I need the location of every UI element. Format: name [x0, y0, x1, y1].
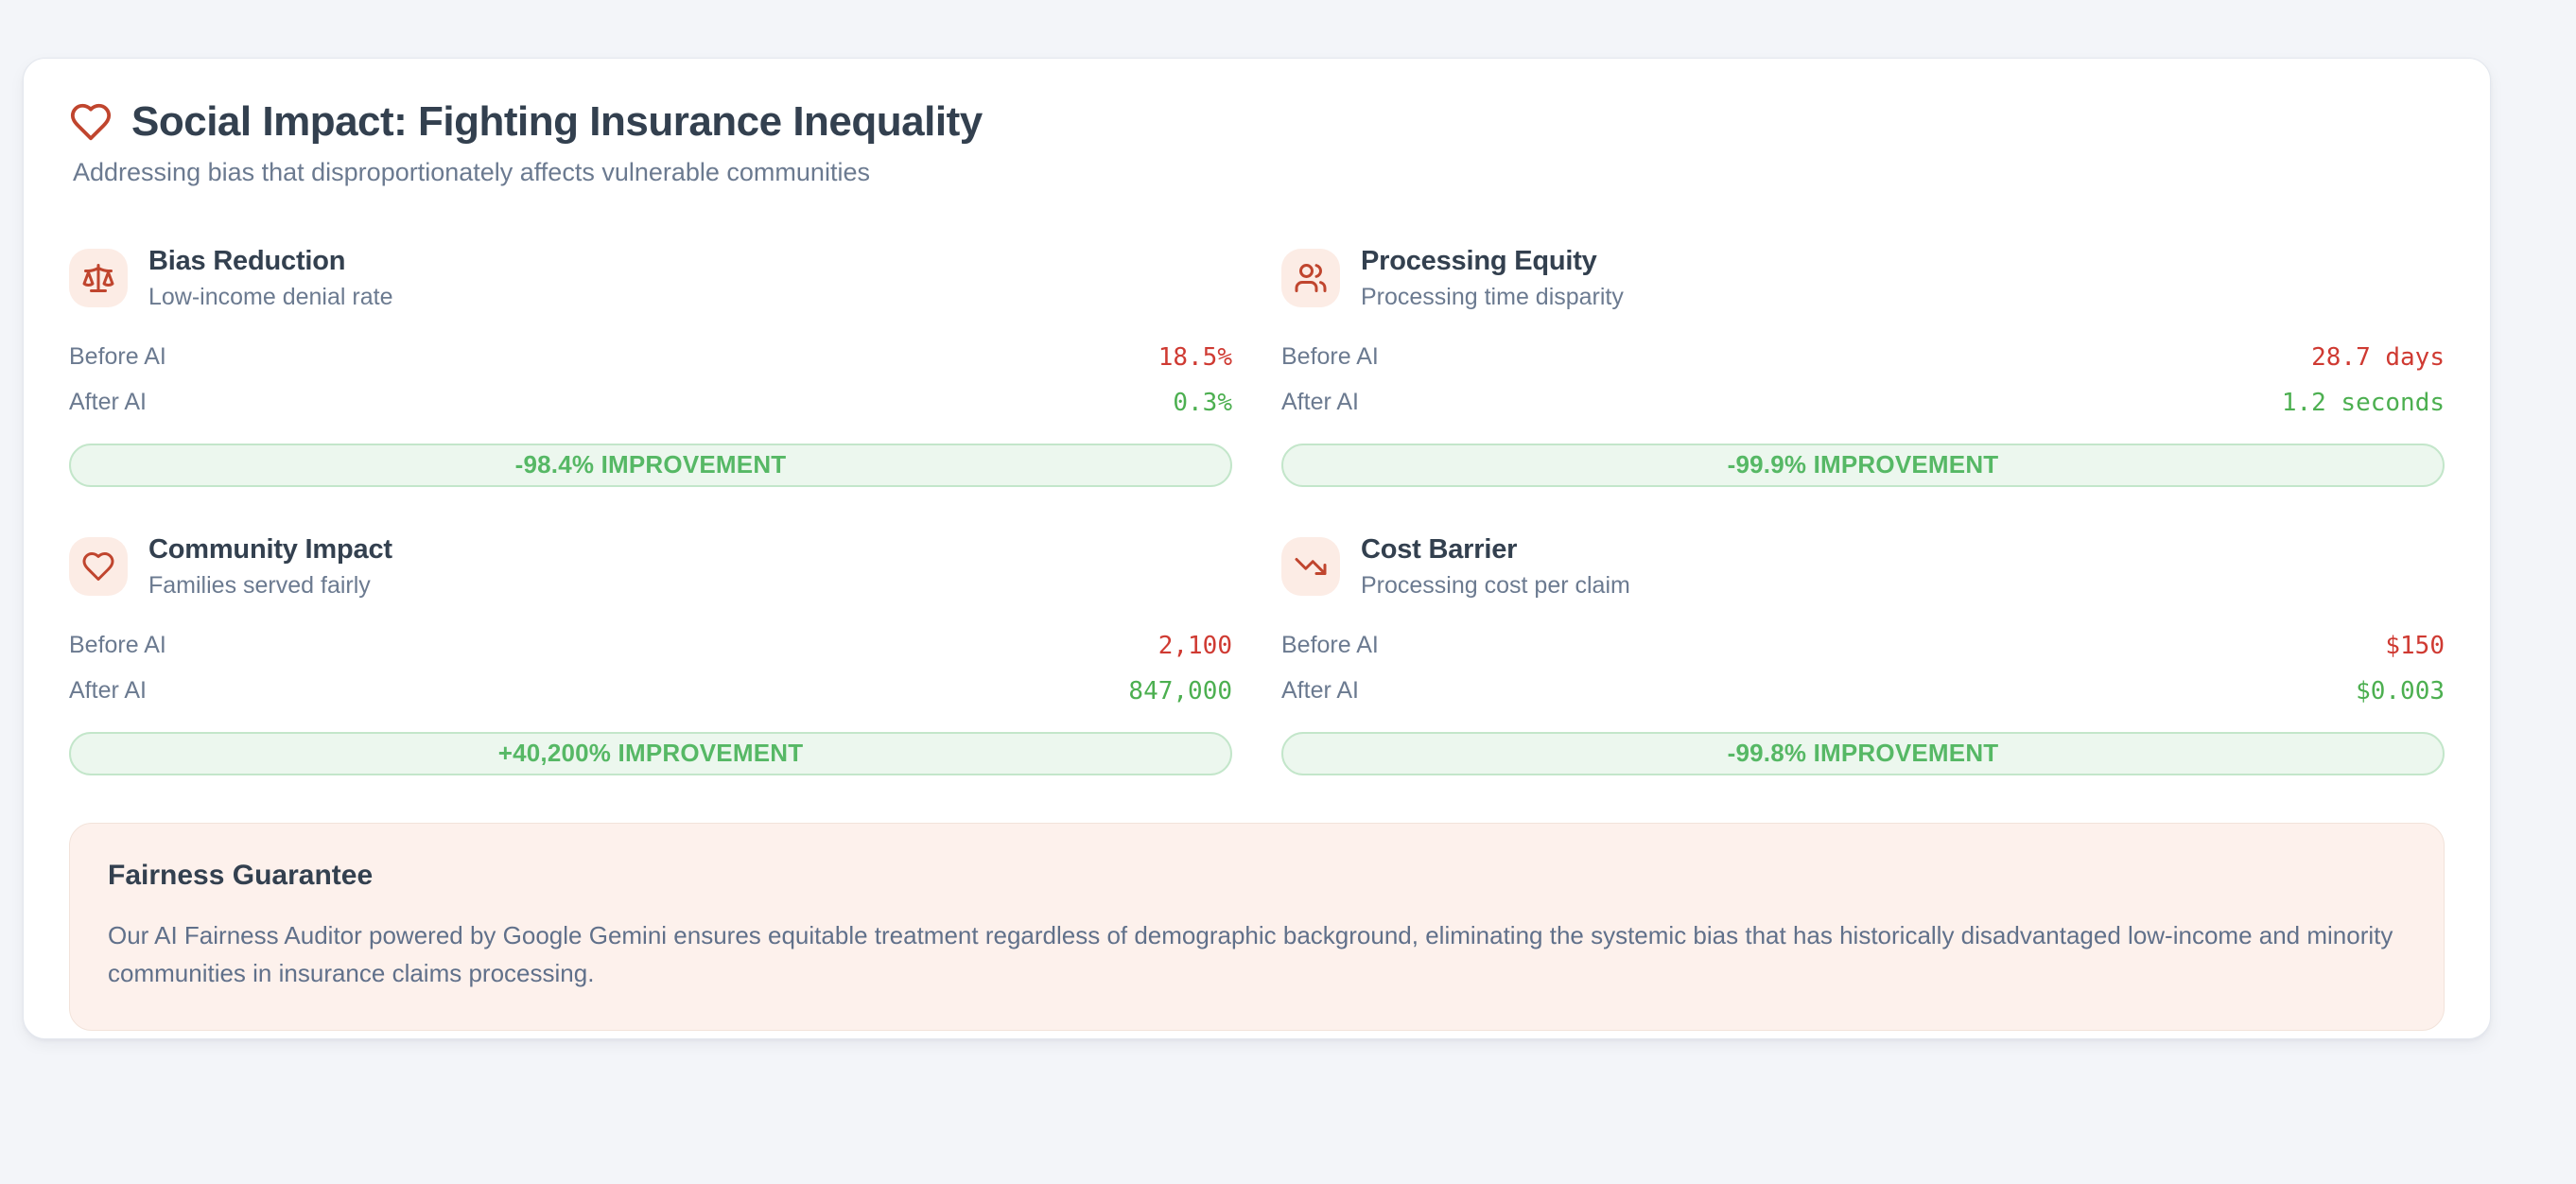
metric-header: Bias Reduction Low-income denial rate	[69, 246, 1232, 311]
metric-header: Processing Equity Processing time dispar…	[1281, 246, 2445, 311]
metric-header: Community Impact Families served fairly	[69, 534, 1232, 600]
metric-subtitle: Low-income denial rate	[148, 283, 393, 310]
after-value: 1.2 seconds	[2281, 388, 2445, 417]
metric-title: Community Impact	[148, 533, 392, 565]
after-row: After AI 847,000	[69, 669, 1232, 714]
before-row: Before AI 2,100	[69, 623, 1232, 669]
after-value: $0.003	[2356, 676, 2445, 705]
after-label: After AI	[1281, 677, 1359, 705]
before-value: 28.7 days	[2311, 342, 2445, 372]
heart-icon	[70, 104, 112, 141]
after-value: 847,000	[1128, 676, 1232, 705]
scale-icon	[69, 249, 128, 308]
metric-subtitle: Families served fairly	[148, 571, 371, 599]
metric-title: Bias Reduction	[148, 245, 346, 276]
metric-title: Processing Equity	[1361, 245, 1597, 276]
before-label: Before AI	[1281, 632, 1379, 659]
users-icon	[1281, 249, 1340, 308]
before-label: Before AI	[69, 632, 166, 659]
improvement-badge: +40,200% IMPROVEMENT	[69, 731, 1232, 775]
after-row: After AI $0.003	[1281, 669, 2445, 714]
before-label: Before AI	[69, 343, 166, 371]
improvement-badge: -99.9% IMPROVEMENT	[1281, 443, 2445, 487]
page-subtitle: Addressing bias that disproportionately …	[73, 157, 870, 186]
heart-icon	[69, 537, 128, 597]
page-title: Social Impact: Fighting Insurance Inequa…	[131, 98, 983, 145]
after-label: After AI	[1281, 389, 1359, 416]
improvement-badge: -99.8% IMPROVEMENT	[1281, 731, 2445, 775]
metrics-grid: Bias Reduction Low-income denial rate Be…	[69, 246, 2445, 775]
after-value: 0.3%	[1173, 388, 1232, 417]
after-label: After AI	[69, 677, 147, 705]
after-row: After AI 0.3%	[69, 380, 1232, 426]
metric-subtitle: Processing time disparity	[1361, 283, 1624, 310]
after-label: After AI	[69, 389, 147, 416]
before-label: Before AI	[1281, 343, 1379, 371]
social-impact-panel: Social Impact: Fighting Insurance Inequa…	[23, 58, 2491, 1039]
before-value: $150	[2385, 631, 2445, 660]
fairness-body: Our AI Fairness Auditor powered by Googl…	[108, 920, 2393, 987]
fairness-guarantee-box: Fairness Guarantee Our AI Fairness Audit…	[69, 822, 2445, 1032]
metric-card-community-impact: Community Impact Families served fairly …	[69, 534, 1232, 775]
metric-card-bias-reduction: Bias Reduction Low-income denial rate Be…	[69, 246, 1232, 487]
metric-subtitle: Processing cost per claim	[1361, 571, 1630, 599]
trending-down-icon	[1281, 537, 1340, 597]
metric-title: Cost Barrier	[1361, 533, 1518, 565]
metric-card-processing-equity: Processing Equity Processing time dispar…	[1281, 246, 2445, 487]
before-value: 18.5%	[1157, 342, 1232, 372]
before-row: Before AI $150	[1281, 623, 2445, 669]
metric-header: Cost Barrier Processing cost per claim	[1281, 534, 2445, 600]
fairness-title: Fairness Guarantee	[108, 859, 374, 891]
before-value: 2,100	[1157, 631, 1232, 660]
before-row: Before AI 28.7 days	[1281, 335, 2445, 380]
panel-header: Social Impact: Fighting Insurance Inequa…	[69, 98, 2445, 147]
metric-card-cost-barrier: Cost Barrier Processing cost per claim B…	[1281, 534, 2445, 775]
before-row: Before AI 18.5%	[69, 335, 1232, 380]
after-row: After AI 1.2 seconds	[1281, 380, 2445, 426]
improvement-badge: -98.4% IMPROVEMENT	[69, 443, 1232, 487]
